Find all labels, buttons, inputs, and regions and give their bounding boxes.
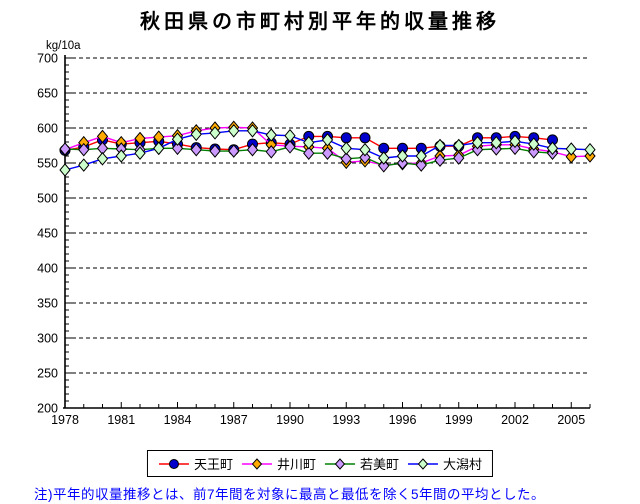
legend-label-ikawa: 井川町: [276, 457, 316, 472]
y-axis-unit-label: kg/10a: [46, 40, 81, 52]
svg-text:1996: 1996: [389, 413, 417, 427]
legend-label-tenno: 天王町: [193, 457, 233, 472]
legend-label-wakami: 若美町: [360, 457, 400, 472]
svg-text:700: 700: [37, 52, 58, 66]
footnote: 注)平年的収量推移とは、前7年間を対象に最高と最低を除く5年間の平均とした。: [34, 487, 546, 502]
legend-sample-ikawa: [241, 457, 272, 470]
svg-text:250: 250: [37, 367, 58, 381]
svg-text:200: 200: [37, 402, 58, 416]
series-3: [59, 124, 596, 177]
svg-text:1990: 1990: [276, 413, 304, 427]
legend: 天王町 井川町 若美町 大潟村: [146, 450, 494, 477]
svg-text:650: 650: [37, 87, 58, 101]
svg-text:2005: 2005: [557, 413, 585, 427]
svg-text:600: 600: [37, 122, 58, 136]
svg-text:550: 550: [37, 157, 58, 171]
legend-label-ogata: 大潟村: [443, 457, 483, 472]
page-title: 秋田県の市町村別平年的収量推移: [140, 11, 500, 33]
svg-text:1978: 1978: [51, 413, 79, 427]
legend-sample-wakami: [325, 457, 355, 470]
gridlines: [65, 57, 590, 374]
svg-text:1981: 1981: [107, 413, 135, 427]
svg-text:350: 350: [37, 297, 58, 311]
svg-text:1999: 1999: [445, 413, 473, 427]
legend-item-ogata: 大潟村: [407, 454, 482, 473]
legend-sample-tenno: [158, 458, 189, 469]
svg-text:450: 450: [37, 227, 58, 241]
svg-text:400: 400: [37, 262, 58, 276]
svg-text:1987: 1987: [220, 413, 248, 427]
svg-text:2002: 2002: [501, 413, 529, 427]
svg-text:1993: 1993: [332, 413, 360, 427]
svg-text:500: 500: [37, 192, 58, 206]
legend-item-tenno: 天王町: [158, 454, 233, 473]
svg-text:300: 300: [37, 332, 58, 346]
legend-item-wakami: 若美町: [324, 454, 399, 473]
axes: [63, 55, 591, 409]
legend-sample-ogata: [408, 457, 439, 470]
legend-item-ikawa: 井川町: [241, 454, 316, 473]
svg-text:1984: 1984: [164, 413, 192, 427]
